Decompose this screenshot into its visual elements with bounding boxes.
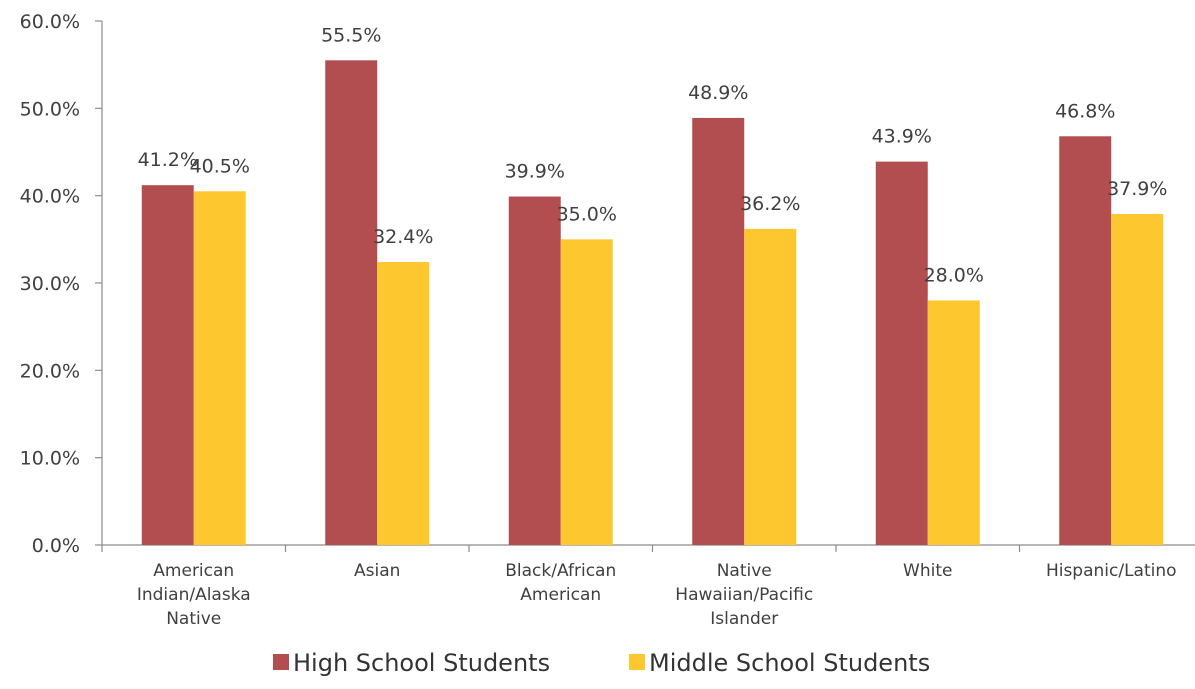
x-category-label: White: [903, 561, 952, 581]
y-tick-label: 30.0%: [20, 273, 80, 295]
legend-label: Middle School Students: [649, 649, 930, 677]
bar-middle-school: [1111, 214, 1164, 546]
data-label: 32.4%: [373, 226, 433, 248]
legend-swatch: [273, 654, 289, 670]
bar-middle-school: [377, 262, 430, 545]
data-label: 55.5%: [321, 24, 381, 46]
bar-high-school: [508, 196, 561, 546]
data-label: 41.2%: [138, 149, 198, 171]
y-tick-label: 0.0%: [32, 535, 80, 557]
bar-middle-school: [560, 239, 613, 546]
x-category-label: Black/African American: [505, 561, 616, 605]
x-category-label: Native Hawaiian/Pacific Islander: [675, 561, 813, 629]
data-label: 28.0%: [924, 264, 984, 286]
bar-high-school: [325, 60, 378, 546]
bar-middle-school: [744, 228, 797, 545]
data-label: 40.5%: [190, 155, 250, 177]
data-label: 35.0%: [557, 203, 617, 225]
y-tick-label: 10.0%: [20, 448, 80, 470]
bar-high-school: [141, 185, 194, 546]
x-category-label: Hispanic/Latino: [1046, 561, 1177, 581]
bar-high-school: [1059, 136, 1112, 545]
y-tick-label: 40.0%: [20, 186, 80, 208]
bar-high-school: [692, 117, 745, 545]
y-tick-label: 50.0%: [20, 98, 80, 120]
y-tick-label: 20.0%: [20, 360, 80, 382]
data-label: 48.9%: [688, 82, 748, 104]
data-label: 46.8%: [1055, 100, 1115, 122]
bar-high-school: [875, 161, 928, 545]
legend-label: High School Students: [293, 649, 550, 677]
x-category-label: Asian: [354, 561, 400, 581]
data-label: 39.9%: [505, 161, 565, 183]
data-label: 37.9%: [1107, 178, 1167, 200]
y-tick-label: 60.0%: [20, 11, 80, 33]
legend-swatch: [629, 654, 645, 670]
data-label: 36.2%: [740, 193, 800, 215]
bar-middle-school: [193, 191, 246, 546]
data-label: 43.9%: [872, 126, 932, 148]
x-category-label: American Indian/Alaska Native: [137, 561, 251, 629]
bar-middle-school: [927, 300, 980, 545]
